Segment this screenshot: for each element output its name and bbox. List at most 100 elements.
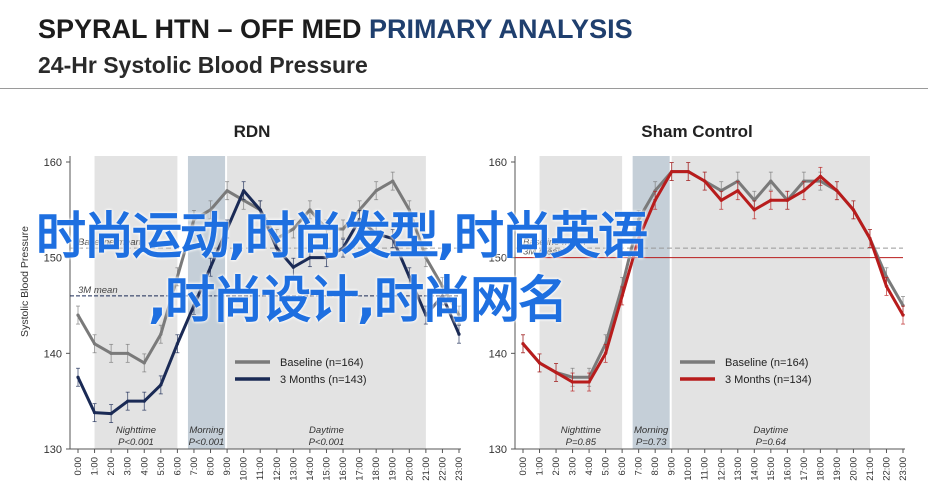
chart2-x-tick-label: 11:00 xyxy=(700,457,711,480)
chart1-period-pvalue-morning: P<0.001 xyxy=(189,437,225,448)
chart2-series-1-point xyxy=(736,189,740,193)
chart1-period-shade-nighttime xyxy=(94,156,178,449)
chart2-y-tick-label: 150 xyxy=(489,253,507,265)
chart2-x-tick-label: 10:00 xyxy=(683,457,694,481)
chart1-baseline-mean-label: Baseline mean xyxy=(78,237,141,248)
chart1-x-tick-label: 23:00 xyxy=(454,457,465,481)
chart1-legend-label-0: Baseline (n=164) xyxy=(280,357,363,369)
chart2-series-1-point xyxy=(587,380,591,384)
chart1-series-1-point xyxy=(358,217,362,221)
chart1-y-tick-label: 140 xyxy=(44,348,62,360)
chart2-series-1-line xyxy=(521,170,905,384)
chart1-series-1-point xyxy=(225,227,229,231)
chart1-period-pvalue-daytime: P<0.001 xyxy=(309,437,345,448)
chart1-series-0-point xyxy=(424,256,428,260)
chart2-y-tick-label: 160 xyxy=(489,157,507,169)
chart1-series-0-line xyxy=(76,179,461,365)
chart2-period-pvalue-nighttime: P=0.85 xyxy=(566,437,597,448)
chart1-series-0-point xyxy=(324,227,329,231)
header: SPYRAL HTN – OFF MED PRIMARY ANALYSIS 24… xyxy=(0,0,928,89)
chart1-x-tick-label: 13:00 xyxy=(288,457,299,481)
chart2-period-pvalue-morning: P=0.73 xyxy=(636,437,667,448)
chart2-series-1-point xyxy=(570,380,575,384)
chart1-x-tick-label: 1:00 xyxy=(90,457,101,476)
chart2-x-tick-label: 23:00 xyxy=(898,457,909,481)
chart1-x-tick-label: 2:00 xyxy=(106,457,117,476)
chart1-series-1-point xyxy=(175,342,179,346)
chart1-series-1-point xyxy=(407,275,411,279)
chart1-x-tick-label: 21:00 xyxy=(421,457,432,481)
chart1-period-label-daytime: Daytime xyxy=(309,425,344,436)
chart1-series-0-point xyxy=(92,342,97,346)
chart1-y-tick-label: 150 xyxy=(44,253,62,265)
chart2-period-shade-morning xyxy=(632,156,670,449)
chart1-x-tick-label: 7:00 xyxy=(189,457,200,476)
chart1-series-1-point xyxy=(192,303,196,308)
chart1-series-1-point xyxy=(126,399,130,403)
chart1-x-tick-label: 22:00 xyxy=(437,457,448,481)
chart2-period-shade-nighttime xyxy=(539,156,623,449)
chart1-period-label-nighttime: Nighttime xyxy=(116,425,156,436)
chart1-series-0-point xyxy=(175,275,179,279)
chart2-series-1-point xyxy=(686,169,690,174)
chart2-baseline-mean-label: Baseline mean xyxy=(523,237,586,248)
chart2-x-tick-label: 21:00 xyxy=(865,457,876,481)
title-accent: PRIMARY ANALYSIS xyxy=(369,14,633,44)
chart2-x-tick-label: 3:00 xyxy=(568,457,579,476)
chart1-x-tick-label: 12:00 xyxy=(272,457,283,481)
chart2-series-1-point xyxy=(868,236,872,241)
chart1-series-1-point xyxy=(308,256,312,260)
chart1-series-1-point xyxy=(258,208,262,212)
chart2-series-1-point xyxy=(835,189,839,193)
chart2-period-label-daytime: Daytime xyxy=(753,425,788,436)
chart1-series-1-line xyxy=(76,189,461,416)
chart2-x-tick-label: 15:00 xyxy=(766,457,777,481)
chart2-series-1-point xyxy=(769,198,773,202)
chart2-x-tick-label: 1:00 xyxy=(535,457,546,476)
chart1-series-1-point xyxy=(457,332,461,336)
page-title: SPYRAL HTN – OFF MED PRIMARY ANALYSIS xyxy=(38,14,633,45)
chart1-series-0-point xyxy=(341,227,345,231)
chart2-x-tick-label: 14:00 xyxy=(749,457,760,481)
title-main: SPYRAL HTN – OFF MED xyxy=(38,14,370,44)
chart2-series-1-point xyxy=(719,198,723,202)
chart2-series-1-point xyxy=(521,342,525,346)
chart1-series-1-point xyxy=(440,294,445,298)
chart1-series-1-point xyxy=(142,399,146,403)
chart1-series-0-point xyxy=(225,189,229,193)
chart1-y-tick-label: 160 xyxy=(44,157,62,169)
chart2-series-1-point xyxy=(752,208,756,212)
chart1-series-1-point xyxy=(341,246,345,250)
chart2-series-1-point xyxy=(703,179,707,183)
chart2-x-tick-label: 12:00 xyxy=(716,457,727,481)
chart1-x-tick-label: 8:00 xyxy=(206,457,217,476)
chart1-series-0-point xyxy=(159,332,163,336)
chart1-series-0-point xyxy=(291,227,295,231)
chart1-series-0-point xyxy=(142,361,146,365)
chart2-series-1-point xyxy=(818,174,822,178)
chart1-x-tick-label: 0:00 xyxy=(73,457,84,476)
chart2-x-tick-label: 17:00 xyxy=(799,457,810,481)
chart1-series-1-point xyxy=(374,232,378,236)
chart2-x-tick-label: 20:00 xyxy=(848,457,859,481)
chart1-series-1-point xyxy=(424,313,428,317)
chart1-y-axis-label: Systolic Blood Pressure xyxy=(19,226,31,337)
chart2-period-label-nighttime: Nighttime xyxy=(561,425,601,436)
chart1-x-tick-label: 20:00 xyxy=(404,457,415,481)
chart2-series-1-point xyxy=(802,189,806,193)
chart2-period-label-morning: Morning xyxy=(634,425,669,436)
chart1-y-tick-label: 130 xyxy=(44,444,62,456)
chart2-series-1-point xyxy=(670,169,674,174)
chart1-series-0-point xyxy=(76,313,80,317)
chart2-series-1-point xyxy=(785,198,789,202)
chart2-series-1-point xyxy=(554,370,558,375)
chart2-series-1-point xyxy=(653,198,657,202)
chart1-series-0-point xyxy=(308,208,312,212)
chart1-x-tick-label: 10:00 xyxy=(239,457,250,481)
chart2-x-tick-label: 5:00 xyxy=(601,457,612,476)
chart2-x-tick-label: 7:00 xyxy=(634,457,645,476)
chart1-x-tick-label: 16:00 xyxy=(338,457,349,481)
chart1-series-1-point xyxy=(208,265,213,269)
chart1-x-tick-label: 11:00 xyxy=(255,457,266,480)
